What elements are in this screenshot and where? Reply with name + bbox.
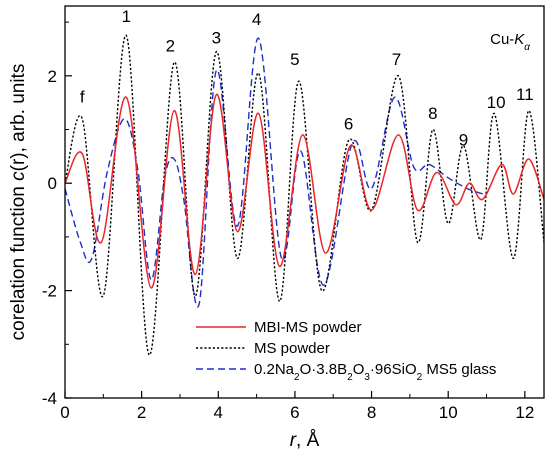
y-tick-label-3: 2 xyxy=(48,67,57,86)
series-line-1 xyxy=(65,34,544,356)
legend-label-2: 0.2Na2O·3.8B2O3·96SiO2 MS5 glass xyxy=(254,361,496,383)
legend-label-0: MBI-MS powder xyxy=(254,319,362,336)
y-axis-label: corelation function c(r), arb. units xyxy=(8,64,29,341)
peak-label-2: 2 xyxy=(166,37,175,56)
y-tick-label-1: -2 xyxy=(42,282,57,301)
x-axis-label: r, Å xyxy=(290,430,320,451)
y-axis-label-var: c xyxy=(8,171,29,181)
radiation-label: Cu-Kα xyxy=(490,31,530,53)
x-tick-label-5: 10 xyxy=(439,403,458,422)
peak-label-7: 7 xyxy=(392,50,401,69)
x-tick-label-2: 4 xyxy=(214,403,223,422)
y-axis-label-suffix: (r), arb. units xyxy=(8,64,29,172)
x-tick-label-1: 2 xyxy=(137,403,146,422)
peak-label-10: 10 xyxy=(487,93,506,112)
peak-label-5: 5 xyxy=(290,50,299,69)
x-tick-label-3: 6 xyxy=(290,403,299,422)
y-axis-label-prefix: corelation function xyxy=(8,181,29,341)
x-tick-label-6: 12 xyxy=(515,403,534,422)
series-line-2 xyxy=(65,37,483,308)
y-tick-label-0: -4 xyxy=(42,389,57,408)
ticks-layer: 0 2 4 6 8 10 12 -4 -2 0 2 xyxy=(42,21,534,422)
peak-label-1: 1 xyxy=(122,7,131,26)
radiation-label-prefix: Cu- xyxy=(490,31,514,48)
plot-frame xyxy=(64,5,545,399)
peak-label-9: 9 xyxy=(459,131,468,150)
series-line-0 xyxy=(65,93,544,289)
peak-label-f: f xyxy=(80,88,85,107)
series-layer xyxy=(65,34,544,356)
y-tick-label-2: 0 xyxy=(48,174,57,193)
peak-label-8: 8 xyxy=(428,104,437,123)
peak-labels: f 1 2 3 4 5 6 7 8 9 10 11 xyxy=(80,7,534,150)
x-axis-label-var: r xyxy=(290,430,297,451)
peak-label-3: 3 xyxy=(212,29,221,48)
x-tick-label-0: 0 xyxy=(60,403,69,422)
peak-label-4: 4 xyxy=(252,10,261,29)
peak-label-11: 11 xyxy=(516,85,534,104)
radiation-label-sub: α xyxy=(524,42,530,53)
legend: MBI-MS powder MS powder 0.2Na2O·3.8B2O3·96… xyxy=(196,319,496,383)
legend-label-1: MS powder xyxy=(254,340,330,357)
radiation-label-k: K xyxy=(514,31,525,48)
peak-label-6: 6 xyxy=(344,115,353,134)
x-axis-label-unit: , Å xyxy=(296,430,320,451)
x-tick-label-4: 8 xyxy=(367,403,376,422)
